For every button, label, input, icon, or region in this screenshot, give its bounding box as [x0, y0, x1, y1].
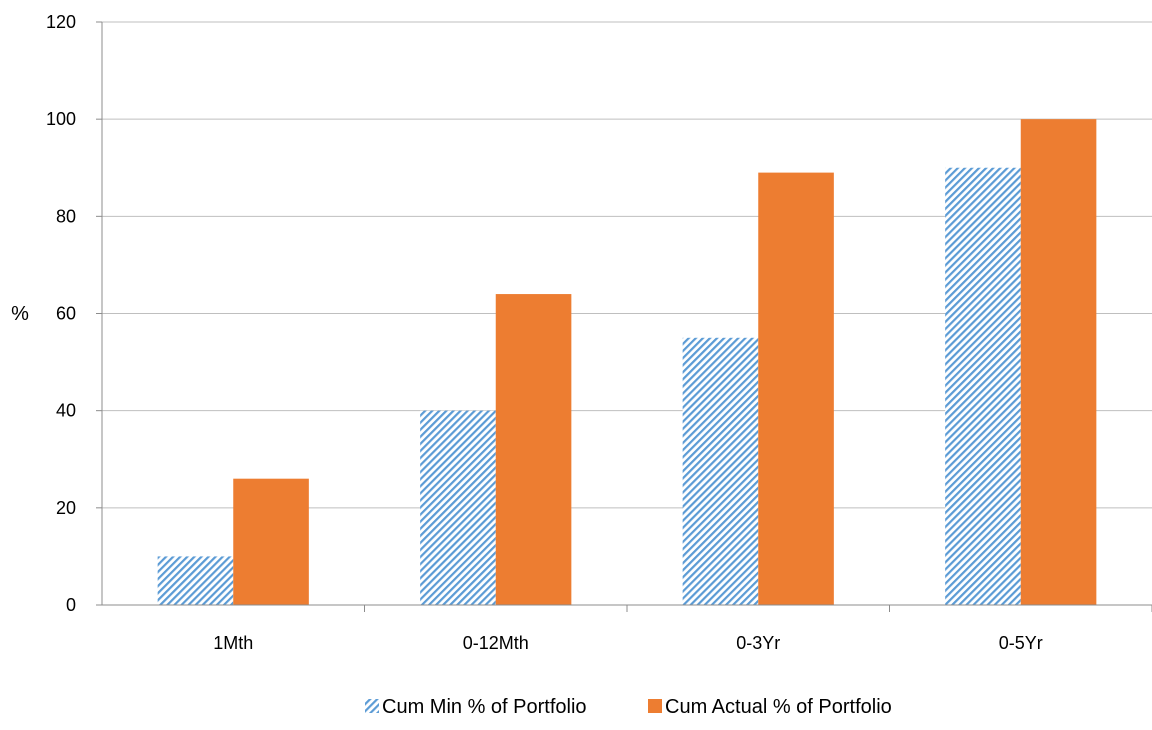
- bar-cum-min: [157, 556, 234, 605]
- y-tick-label: 60: [56, 304, 76, 324]
- bar-cum-min: [945, 167, 1021, 605]
- bar-cum-min: [682, 337, 759, 605]
- y-tick-label: 20: [56, 498, 76, 518]
- x-tick-labels: 1Mth 0-12Mth 0-3Yr 0-5Yr: [213, 633, 1043, 653]
- x-tick-label: 0-3Yr: [736, 633, 780, 653]
- legend-label-cum-actual: Cum Actual % of Portfolio: [665, 696, 892, 718]
- bar-cum-actual: [495, 294, 572, 605]
- x-tick-label: 0-12Mth: [463, 633, 529, 653]
- y-tick-label: 0: [66, 595, 76, 615]
- y-tick-label: 100: [46, 109, 76, 129]
- bar-cum-min: [420, 410, 496, 605]
- bar-cum-actual: [233, 478, 309, 605]
- y-tick-label: 120: [46, 12, 76, 32]
- bar-cum-actual: [758, 172, 834, 605]
- y-axis-label: %: [11, 303, 29, 325]
- legend: Cum Min % of Portfolio Cum Actual % of Po…: [365, 696, 892, 718]
- bar-cum-actual: [1020, 119, 1097, 606]
- x-tick-label: 0-5Yr: [999, 633, 1043, 653]
- legend-swatch-cum-actual: [648, 699, 662, 713]
- axes: [96, 21, 1152, 612]
- y-tick-labels: 0 20 40 60 80 100 120: [46, 12, 76, 615]
- bars: [157, 119, 1097, 606]
- y-tick-label: 40: [56, 401, 76, 421]
- y-tick-label: 80: [56, 206, 76, 226]
- x-tick-label: 1Mth: [213, 633, 253, 653]
- legend-swatch-cum-min: [365, 699, 379, 713]
- legend-label-cum-min: Cum Min % of Portfolio: [382, 696, 587, 718]
